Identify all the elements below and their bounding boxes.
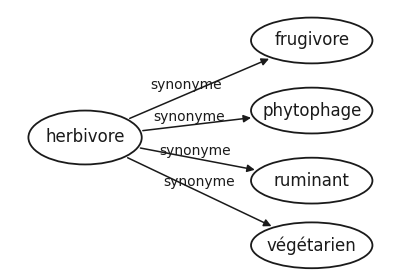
Text: végétarien: végétarien xyxy=(267,236,356,255)
Text: frugivore: frugivore xyxy=(274,31,349,50)
Ellipse shape xyxy=(251,18,373,63)
Text: synonyme: synonyme xyxy=(159,144,230,158)
Ellipse shape xyxy=(251,222,373,268)
Text: synonyme: synonyme xyxy=(163,175,235,189)
Ellipse shape xyxy=(251,88,373,133)
Text: phytophage: phytophage xyxy=(262,101,361,120)
Text: synonyme: synonyme xyxy=(150,78,222,92)
Ellipse shape xyxy=(251,158,373,204)
Text: ruminant: ruminant xyxy=(274,172,350,190)
Text: herbivore: herbivore xyxy=(45,128,125,147)
Ellipse shape xyxy=(28,111,142,164)
Text: synonyme: synonyme xyxy=(154,111,225,125)
